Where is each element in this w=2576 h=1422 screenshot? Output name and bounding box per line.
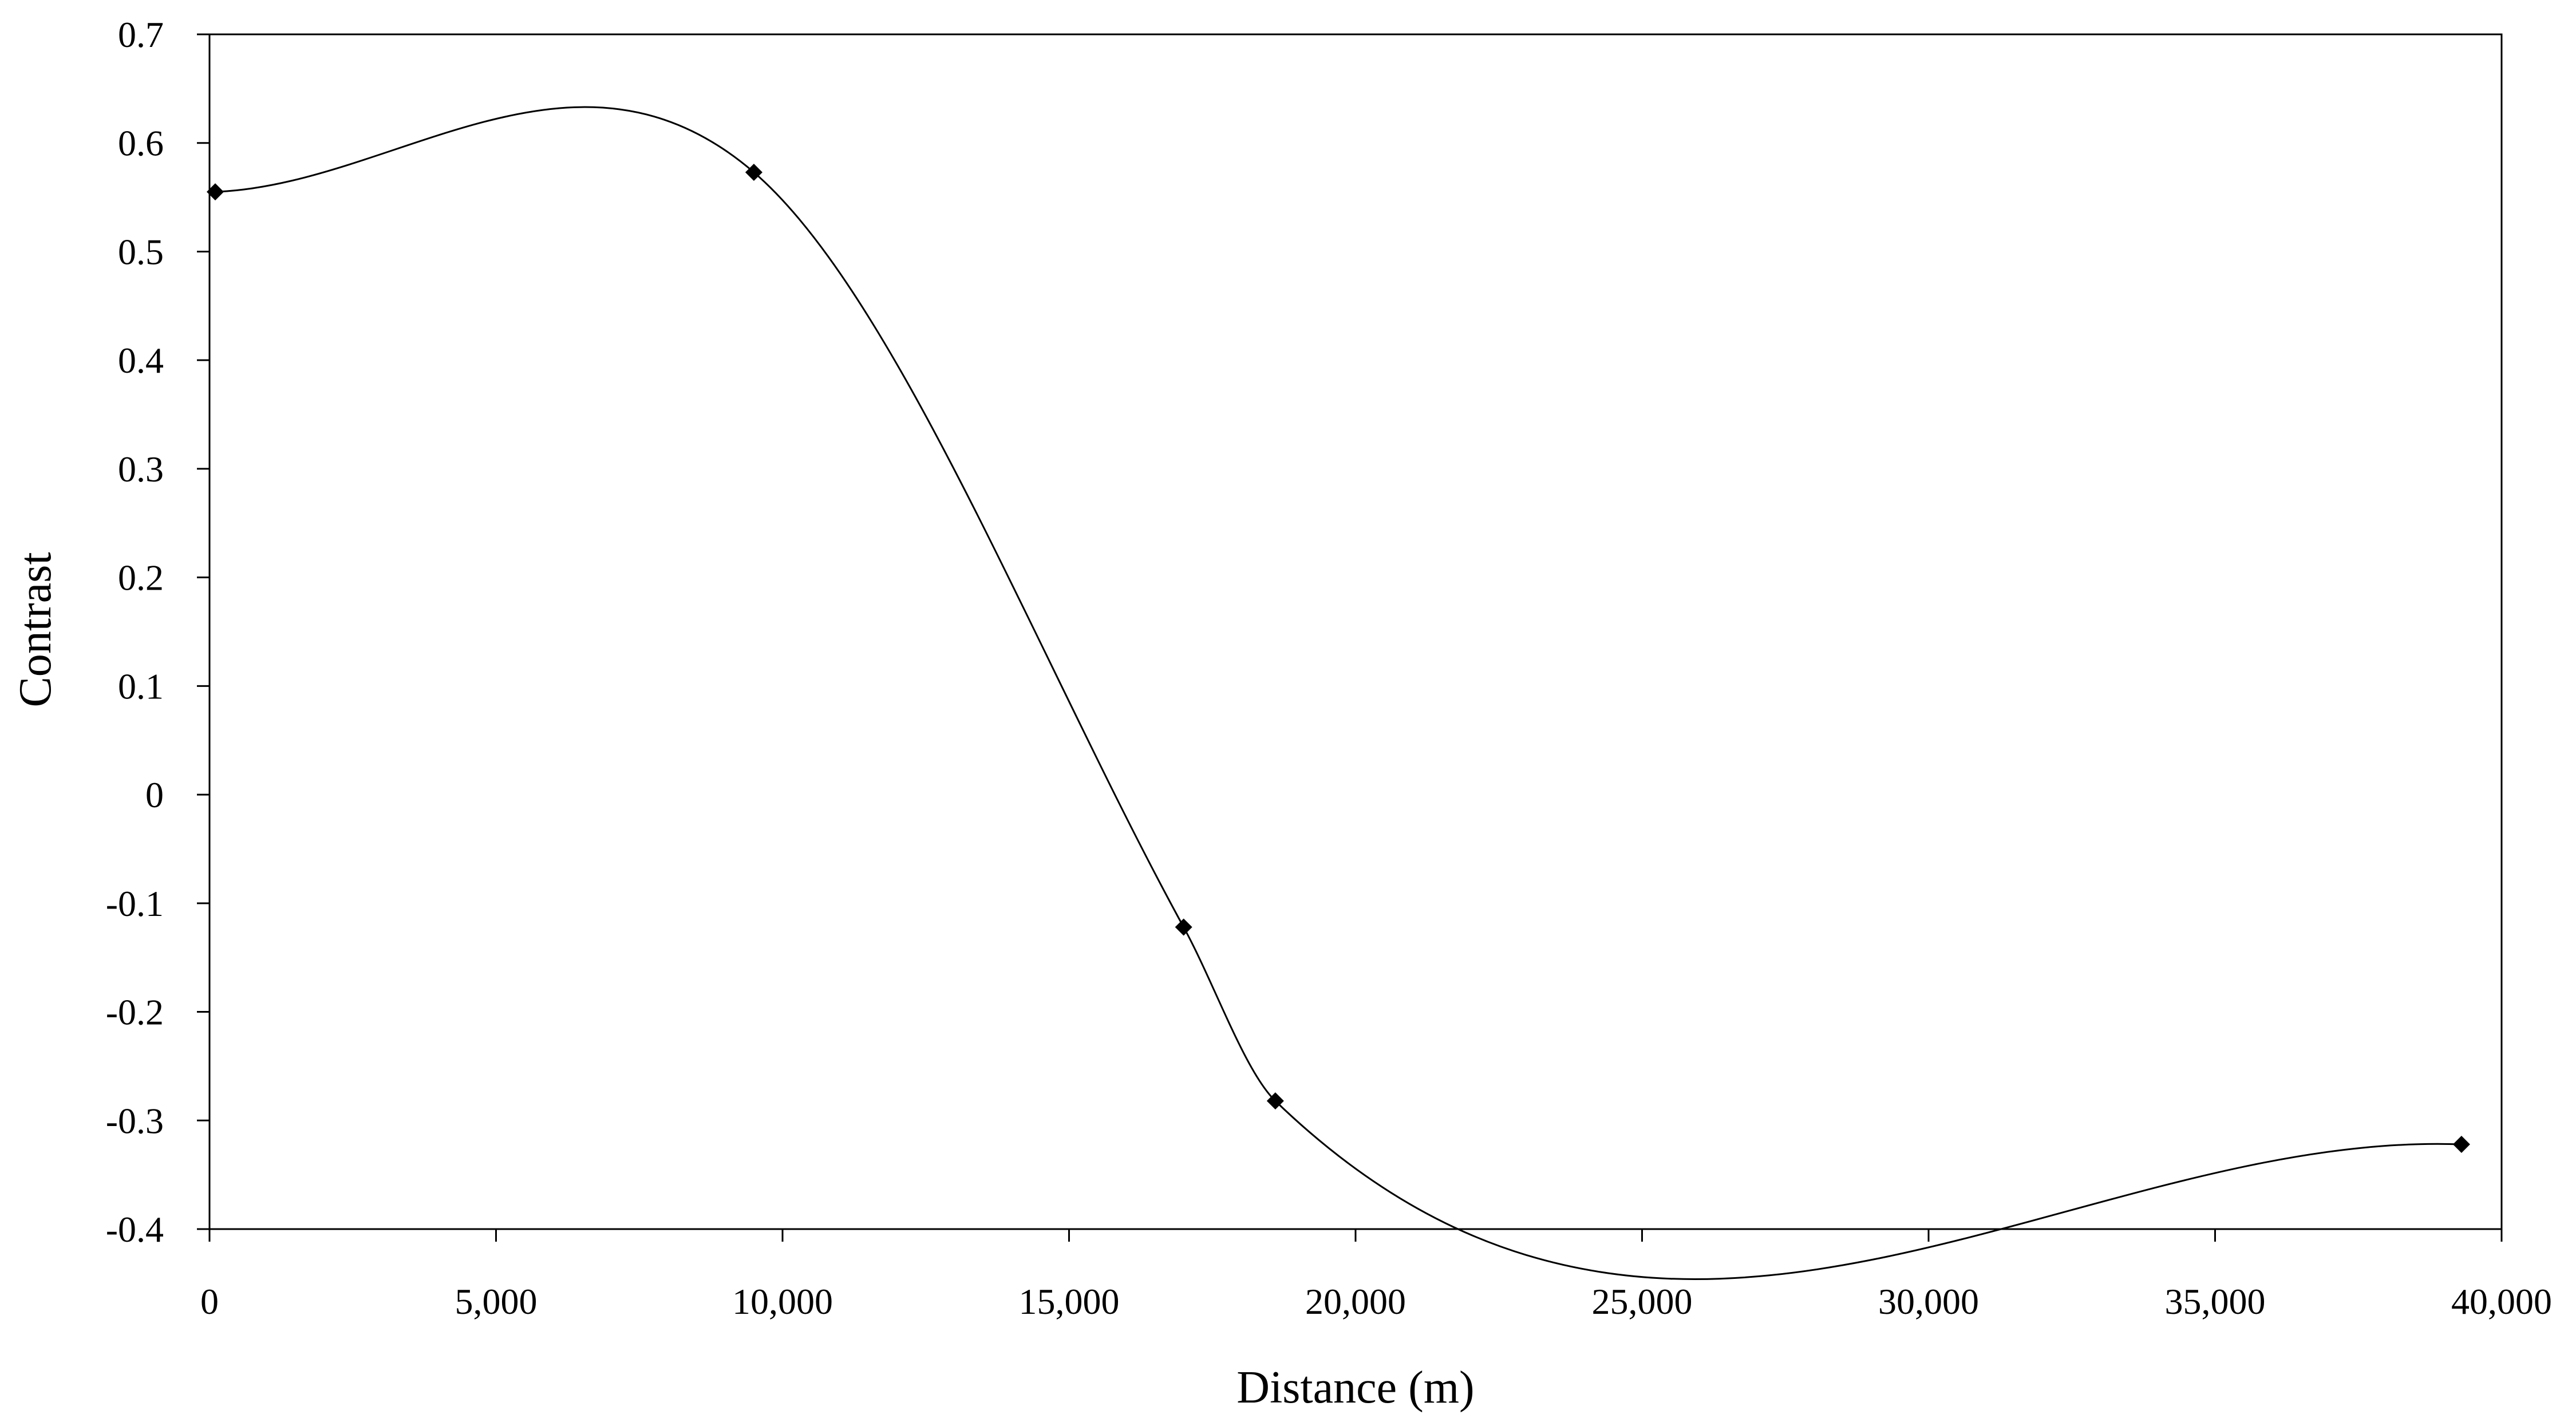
x-tick-label: 5,000 <box>455 1281 538 1322</box>
y-tick-label: 0.7 <box>118 14 164 55</box>
x-tick-label: 10,000 <box>732 1281 833 1322</box>
data-point-marker <box>745 163 762 181</box>
x-tick-label: 35,000 <box>2165 1281 2266 1322</box>
data-point-marker <box>2452 1136 2470 1154</box>
y-tick-label: 0.2 <box>118 558 164 598</box>
y-tick-label: 0 <box>145 775 164 815</box>
y-axis-title: Contrast <box>10 552 61 707</box>
series-line <box>215 106 2462 1280</box>
x-tick-label: 40,000 <box>2451 1281 2552 1322</box>
y-tick-label: -0.2 <box>106 992 164 1033</box>
y-tick-label: 0.5 <box>118 231 164 272</box>
y-tick-label: 0.1 <box>118 666 164 706</box>
x-tick-label: 0 <box>200 1281 219 1322</box>
x-tick-label: 25,000 <box>1592 1281 1693 1322</box>
data-point-marker <box>1175 918 1192 936</box>
data-point-marker <box>1266 1092 1284 1110</box>
y-tick-label: 0.6 <box>118 123 164 164</box>
y-tick-label: 0.4 <box>118 340 164 381</box>
y-axis-ticks: -0.4 -0.3 -0.2 -0.1 0 0.1 0.2 0.3 0.4 0.5 0.6 0.7 <box>106 14 210 1250</box>
x-tick-label: 30,000 <box>1878 1281 1979 1322</box>
x-tick-label: 15,000 <box>1019 1281 1120 1322</box>
x-axis-title: Distance (m) <box>1236 1362 1474 1413</box>
plot-area <box>208 33 2503 1230</box>
y-tick-label: -0.4 <box>106 1209 164 1250</box>
y-tick-label: 0.3 <box>118 449 164 489</box>
y-tick-label: -0.1 <box>106 883 164 924</box>
x-tick-label: 20,000 <box>1305 1281 1406 1322</box>
series-markers <box>207 163 2470 1154</box>
data-point-marker <box>207 183 224 201</box>
x-axis-ticks: 0 5,000 10,000 15,000 20,000 25,000 30,000 35,0… <box>200 1229 2552 1322</box>
y-tick-label: -0.3 <box>106 1100 164 1141</box>
